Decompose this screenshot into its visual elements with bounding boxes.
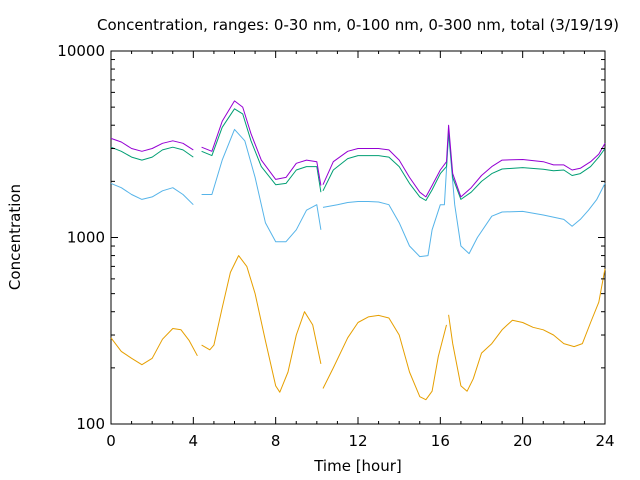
series-1-line-segment-2 (322, 133, 606, 258)
series-3-line-segment-0 (110, 137, 194, 152)
series-1-line-segment-1 (201, 128, 322, 243)
series-layer (110, 100, 606, 401)
series-2-line-segment-1 (201, 108, 322, 193)
series-0-line-segment-0 (110, 328, 198, 366)
y-tick-label: 100 (76, 415, 105, 433)
series-2-line-segment-2 (322, 131, 606, 201)
x-axis-label: Time [hour] (313, 457, 402, 475)
series-0-line-segment-3 (448, 268, 606, 392)
chart-title: Concentration, ranges: 0-30 nm, 0-100 nm… (97, 16, 619, 34)
plot-area: 0 4 8 12 16 20 24 100 1000 10000 (57, 42, 614, 450)
plot-frame (110, 50, 606, 425)
x-tick-label: 0 (106, 432, 116, 450)
x-axis: 0 4 8 12 16 20 24 (106, 51, 615, 450)
x-tick-label: 4 (189, 432, 199, 450)
x-tick-label: 8 (271, 432, 281, 450)
y-axis: 100 1000 10000 (57, 42, 605, 433)
x-tick-label: 12 (348, 432, 367, 450)
y-tick-label: 10000 (57, 42, 105, 60)
series-3-line-segment-1 (201, 100, 322, 186)
x-tick-label: 24 (595, 432, 614, 450)
y-axis-label: Concentration (6, 184, 24, 290)
series-3-line-segment-2 (322, 124, 606, 198)
y-tick-label: 1000 (67, 229, 105, 247)
series-0-line-segment-1 (201, 255, 322, 393)
series-0-line-segment-2 (322, 314, 447, 401)
series-2-line-segment-0 (110, 146, 194, 161)
x-tick-label: 20 (513, 432, 532, 450)
x-tick-label: 16 (431, 432, 450, 450)
series-1-line-segment-0 (110, 182, 194, 206)
